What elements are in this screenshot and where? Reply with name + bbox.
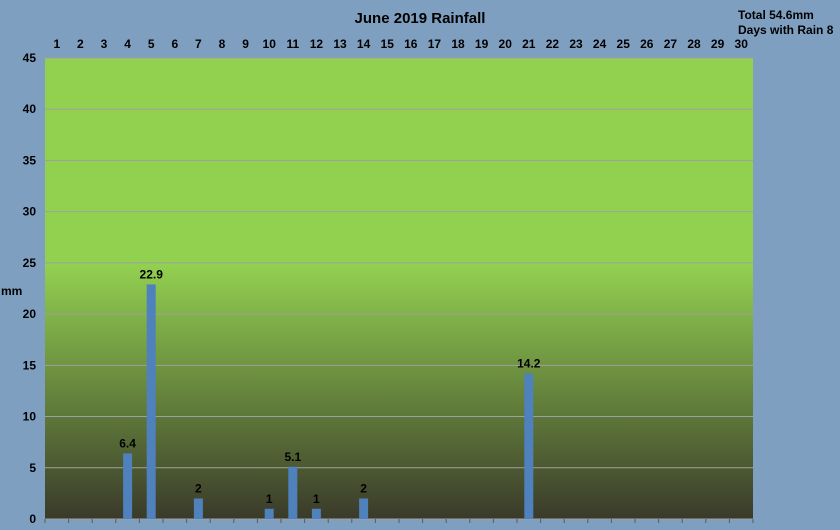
x-tick-labels: 1 2 3 4 5 6 7 8 9 10 11 12 13 14 15 16 17 18 19 20 21 22 23 24 2… [53,37,748,51]
y-tick-label: 40 [23,102,37,116]
data-labels: 6.4 22.9 2 1 5.1 1 2 14.2 [119,267,541,505]
y-tick-label: 5 [29,461,36,475]
data-label: 2 [195,482,202,496]
data-label: 22.9 [140,267,164,281]
x-tick-label: 27 [664,37,678,51]
x-tick-label: 26 [640,37,654,51]
x-tick-label: 9 [242,37,249,51]
data-label: 6.4 [119,436,136,450]
bar [193,498,203,519]
bar [311,508,321,519]
total-rainfall: Total 54.6mm [738,8,814,22]
x-tick-label: 21 [522,37,536,51]
y-tick-label: 25 [23,256,37,270]
x-tick-label: 6 [171,37,178,51]
bar [524,373,534,519]
x-tick-label: 17 [428,37,442,51]
y-tick-label: 30 [23,205,37,219]
x-tick-label: 5 [148,37,155,51]
x-tick-label: 16 [404,37,418,51]
x-tick-label: 13 [333,37,347,51]
y-axis-label: mm [1,284,22,298]
y-tick-label: 35 [23,153,37,167]
y-tick-label: 10 [23,410,37,424]
x-tick-label: 29 [711,37,725,51]
data-label: 1 [266,492,273,506]
data-label: 2 [360,482,367,496]
x-tick-label: 12 [310,37,324,51]
x-tick-label: 10 [263,37,277,51]
x-tick-label: 30 [735,37,749,51]
x-tick-label: 20 [499,37,513,51]
y-tick-label: 45 [23,51,37,65]
bar [288,466,298,519]
x-tick-label: 25 [617,37,631,51]
data-label: 5.1 [284,450,301,464]
days-with-rain: Days with Rain 8 [738,23,834,37]
bar [359,498,369,519]
x-tick-label: 2 [77,37,84,51]
y-tick-labels: 0 5 10 15 20 25 30 35 40 45 [23,51,37,526]
x-tick-label: 14 [357,37,371,51]
x-tick-label: 22 [546,37,560,51]
y-tick-label: 0 [29,512,36,526]
x-tick-label: 15 [381,37,395,51]
bar [264,508,274,519]
x-tick-label: 28 [687,37,701,51]
data-label: 1 [313,492,320,506]
x-tick-label: 11 [286,37,299,51]
x-tick-label: 18 [451,37,465,51]
x-tick-label: 8 [219,37,226,51]
y-tick-label: 15 [23,358,37,372]
y-tick-label: 20 [23,307,37,321]
plot-area [45,58,753,519]
data-label: 14.2 [517,357,541,371]
x-tick-label: 23 [569,37,583,51]
x-tick-label: 1 [53,37,60,51]
x-tick-label: 19 [475,37,489,51]
x-tick-label: 7 [195,37,202,51]
x-tick-label: 3 [101,37,108,51]
x-tick-label: 24 [593,37,607,51]
bar [123,453,133,519]
bar [146,284,156,519]
gridlines [44,57,754,523]
x-tick-label: 4 [124,37,131,51]
chart-title: June 2019 Rainfall [355,10,486,27]
bars [123,284,534,519]
